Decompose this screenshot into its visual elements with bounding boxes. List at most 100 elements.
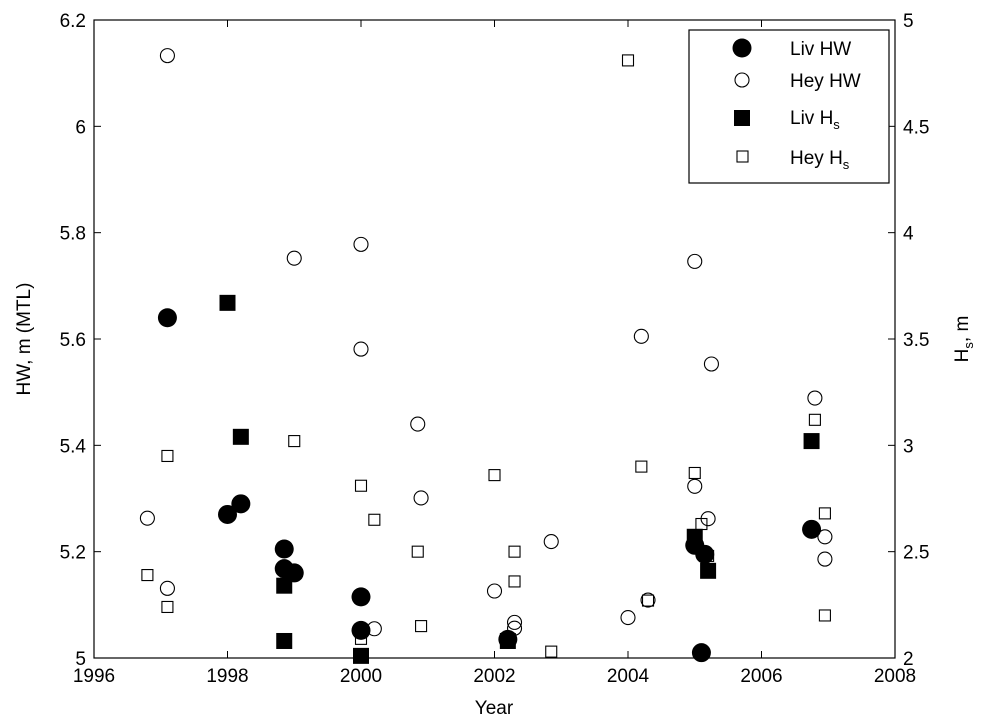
liv-hs-point: [700, 562, 717, 579]
hey-hw-point: [687, 478, 703, 494]
hey-hw-point: [159, 580, 175, 596]
right-y-axis-label-main: H: [952, 349, 973, 363]
right-y-tick-label: 2.5: [903, 543, 929, 564]
hey-hw-point: [366, 621, 382, 637]
left-y-tick-label: 6.2: [60, 11, 86, 32]
hey-hs-point: [288, 435, 301, 448]
hey-hw-point: [633, 328, 649, 344]
liv-hs-point: [276, 577, 293, 594]
x-tick-label: 2002: [473, 666, 515, 687]
hey-hs-point: [161, 449, 174, 463]
right-y-tick-label: 5: [903, 11, 914, 32]
hey-hw-point: [413, 490, 429, 506]
hey-hw-point: [353, 236, 369, 252]
hey-hs-point: [411, 545, 424, 558]
liv-hw-point: [157, 308, 177, 328]
right-y-tick-label: 2: [903, 649, 914, 670]
x-tick-label: 2008: [874, 666, 916, 687]
legend-liv-hs-main: Liv H: [790, 108, 833, 129]
left-y-axis-label: HW, m (MTL): [14, 283, 35, 396]
legend-hey-hs-label: Hey Hs: [790, 148, 850, 172]
hey-hs-point: [635, 460, 648, 473]
x-tick-label: 1998: [206, 666, 248, 687]
left-y-tick-label: 5.8: [60, 224, 86, 245]
hey-hs-point: [354, 632, 368, 645]
left-y-axis: 5 5.2 5.4 5.6 5.8 6 6.2: [60, 11, 101, 670]
x-tick-label: 2004: [607, 666, 650, 687]
x-tick-label: 1996: [73, 666, 115, 687]
left-y-tick-label: 6: [75, 117, 86, 138]
hey-hw-point: [353, 341, 369, 357]
left-y-tick-label: 5.2: [60, 543, 86, 564]
legend-hey-hw-marker: [734, 72, 750, 88]
hey-hs-point: [688, 530, 701, 543]
left-y-tick-label: 5.4: [60, 436, 87, 457]
liv-hs-point: [276, 632, 293, 649]
hey-hw-point: [543, 534, 559, 550]
hey-hw-point: [486, 583, 503, 599]
legend-hey-hs-sub: s: [843, 157, 850, 172]
hey-hs-point: [695, 517, 708, 531]
liv-hw-point: [351, 587, 371, 607]
hey-hs-point: [368, 513, 381, 526]
hey-hw-point: [703, 356, 719, 372]
legend-hey-hw-label: Hey HW: [790, 71, 861, 92]
right-y-axis-label-sub: s: [961, 342, 976, 349]
hey-hs-point: [702, 549, 715, 562]
legend: Liv HW Hey HW Liv Hs Hey Hs: [688, 29, 890, 184]
right-y-axis: 2 2.5 3 3.5 4 4.5 5: [888, 11, 929, 670]
hey-hs-point: [354, 479, 368, 492]
right-y-axis-label-suffix: , m: [952, 316, 973, 342]
data-markers: [139, 48, 833, 664]
legend-liv-hw-label: Liv HW: [790, 39, 851, 60]
liv-hs-point: [219, 294, 236, 311]
hey-hw-point: [410, 416, 426, 432]
right-y-tick-label: 4: [903, 224, 914, 245]
right-y-tick-label: 3.5: [903, 330, 929, 351]
hey-hs-point: [508, 545, 521, 558]
hey-hs-point: [161, 600, 174, 614]
hey-hs-point: [818, 609, 831, 622]
right-y-tick-label: 3: [903, 436, 914, 457]
hey-hw-point: [817, 551, 833, 567]
right-y-tick-label: 4.5: [903, 117, 929, 138]
hey-hs-point: [141, 569, 154, 582]
hey-hs-point: [808, 413, 821, 426]
hey-hs-point: [688, 466, 701, 480]
left-y-tick-label: 5: [75, 649, 86, 670]
hey-hw-point: [286, 250, 302, 266]
x-tick-label: 2006: [740, 666, 782, 687]
liv-hw-point: [218, 504, 237, 524]
hey-hs-point: [508, 575, 521, 588]
liv-hs-point: [499, 632, 516, 649]
liv-hw-point: [284, 563, 304, 583]
legend-hey-hs-main: Hey H: [790, 148, 843, 169]
liv-hw-point: [274, 539, 294, 559]
hey-hw-point: [807, 390, 823, 406]
hey-hw-point: [817, 529, 833, 545]
hey-hw-point: [139, 510, 155, 526]
hey-hs-point: [545, 645, 558, 658]
hey-hs-point: [818, 507, 831, 520]
legend-liv-hs-label: Liv Hs: [790, 108, 840, 132]
legend-liv-hs-sub: s: [833, 117, 840, 132]
hey-hw-point: [159, 48, 175, 64]
legend-hey-hs-marker: [736, 150, 749, 163]
hey-hs-point: [415, 620, 428, 633]
hey-hs-point: [488, 469, 501, 482]
hey-hw-point: [640, 592, 656, 608]
liv-hs-point: [686, 528, 703, 545]
liv-hw-point: [802, 519, 822, 539]
hey-hw-point: [687, 253, 703, 269]
hey-hw-point: [506, 614, 523, 630]
liv-hw-point: [691, 643, 711, 663]
liv-hw-point: [695, 544, 715, 564]
liv-hs-point: [353, 647, 369, 664]
x-axis-label: Year: [475, 698, 514, 719]
liv-hs-point: [232, 428, 249, 445]
liv-hw-point: [351, 620, 371, 640]
hey-hs-point: [621, 54, 635, 67]
liv-hw-point: [231, 494, 251, 514]
x-tick-label: 2000: [340, 666, 382, 687]
